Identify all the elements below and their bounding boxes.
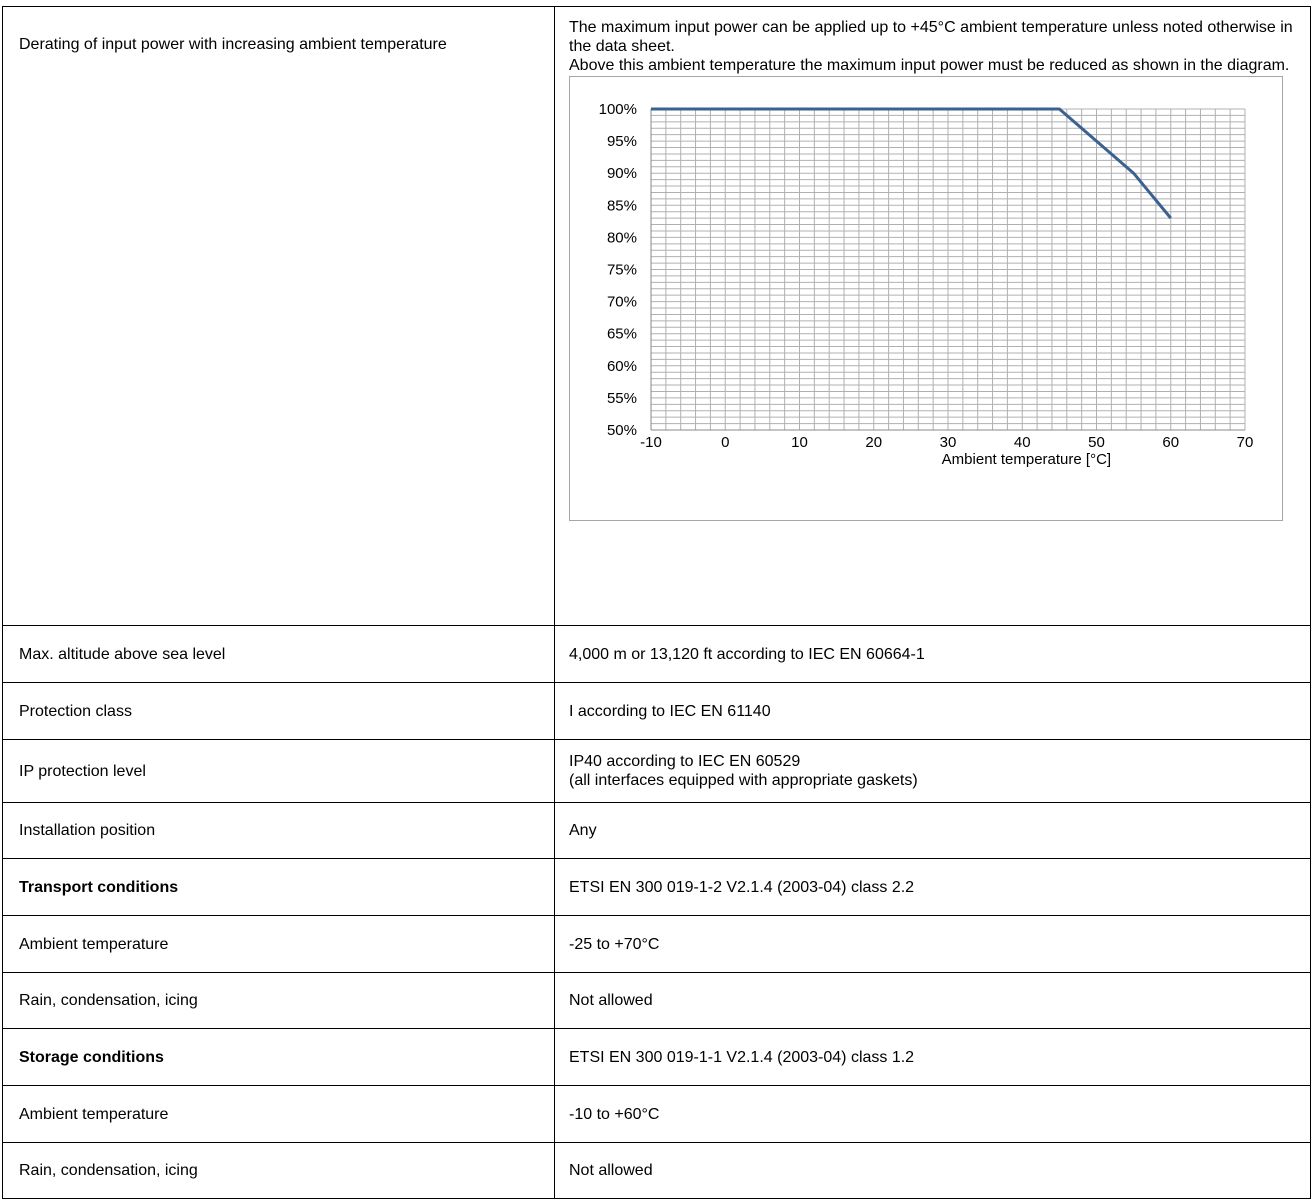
row-value: Not allowed	[554, 972, 1311, 1029]
x-tick-label: 0	[721, 434, 729, 451]
y-tick-label: 85%	[607, 197, 637, 214]
derating-note-line: The maximum input power can be applied u…	[569, 19, 1293, 55]
x-tick-label: -10	[640, 434, 662, 451]
derating-note-line: Above this ambient temperature the maxim…	[569, 57, 1290, 74]
derating-chart-svg: 50% 55% 60% 65% 70% 75% 80% 85% 90% 95% 100% -10 0 10…	[599, 101, 1254, 468]
row-value: ETSI EN 300 019-1-1 V2.1.4 (2003-04) cla…	[554, 1028, 1311, 1086]
value-line: (all interfaces equipped with appropriat…	[569, 772, 918, 789]
derating-series-line	[651, 107, 1172, 220]
table-row: Installation position Any	[2, 802, 1311, 859]
row-label: Ambient temperature	[2, 1085, 555, 1143]
table-row: Derating of input power with increasing …	[2, 6, 1311, 626]
row-label: IP protection level	[2, 739, 555, 803]
row-value: Not allowed	[554, 1142, 1311, 1199]
row-label: Rain, condensation, icing	[2, 1142, 555, 1199]
x-tick-label: 40	[1014, 434, 1031, 451]
x-tick-label: 70	[1237, 434, 1254, 451]
section-label: Transport conditions	[2, 858, 555, 916]
section-label: Storage conditions	[2, 1028, 555, 1086]
x-axis-label: Ambient temperature [°C]	[942, 451, 1111, 468]
table-row: Ambient temperature -25 to +70°C	[2, 915, 1311, 973]
row-label: Max. altitude above sea level	[2, 625, 555, 683]
row-value: 4,000 m or 13,120 ft according to IEC EN…	[554, 625, 1311, 683]
table-row: Protection class I according to IEC EN 6…	[2, 682, 1311, 740]
row-label: Ambient temperature	[2, 915, 555, 973]
row-label: Rain, condensation, icing	[2, 972, 555, 1029]
y-tick-label: 75%	[607, 262, 637, 279]
y-tick-label: 100%	[599, 101, 637, 118]
row-value: Any	[554, 802, 1311, 859]
y-tick-label: 90%	[607, 165, 637, 182]
table-row: Rain, condensation, icing Not allowed	[2, 972, 1311, 1029]
table-row: Max. altitude above sea level 4,000 m or…	[2, 625, 1311, 683]
table-row: Ambient temperature -10 to +60°C	[2, 1085, 1311, 1143]
specifications-table: Derating of input power with increasing …	[2, 6, 1311, 1199]
value-line: IP40 according to IEC EN 60529	[569, 753, 801, 770]
x-tick-label: 10	[791, 434, 808, 451]
x-tick-label: 20	[865, 434, 882, 451]
x-tick-label: 50	[1088, 434, 1105, 451]
x-tick-label: 60	[1162, 434, 1179, 451]
table-row: Rain, condensation, icing Not allowed	[2, 1142, 1311, 1199]
row-value: I according to IEC EN 61140	[554, 682, 1311, 740]
row-value: -10 to +60°C	[554, 1085, 1311, 1143]
y-tick-label: 80%	[607, 229, 637, 246]
y-tick-label: 70%	[607, 294, 637, 311]
row-label: Protection class	[2, 682, 555, 740]
table-row: Transport conditions ETSI EN 300 019-1-2…	[2, 858, 1311, 916]
y-tick-label: 55%	[607, 390, 637, 407]
y-tick-label: 95%	[607, 133, 637, 150]
y-tick-label: 60%	[607, 358, 637, 375]
row-value: ETSI EN 300 019-1-2 V2.1.4 (2003-04) cla…	[554, 858, 1311, 916]
y-tick-label: 50%	[607, 422, 637, 439]
row-label: Derating of input power with increasing …	[2, 6, 555, 626]
table-row: IP protection level IP40 according to IE…	[2, 739, 1311, 803]
x-tick-label: 30	[940, 434, 957, 451]
derating-chart: 50% 55% 60% 65% 70% 75% 80% 85% 90% 95% 100% -10 0 10…	[569, 76, 1283, 521]
table-row: Storage conditions ETSI EN 300 019-1-1 V…	[2, 1028, 1311, 1086]
row-value: -25 to +70°C	[554, 915, 1311, 973]
row-label: Installation position	[2, 802, 555, 859]
row-value: The maximum input power can be applied u…	[554, 6, 1311, 626]
y-tick-label: 65%	[607, 326, 637, 343]
row-value: IP40 according to IEC EN 60529 (all inte…	[554, 739, 1311, 803]
